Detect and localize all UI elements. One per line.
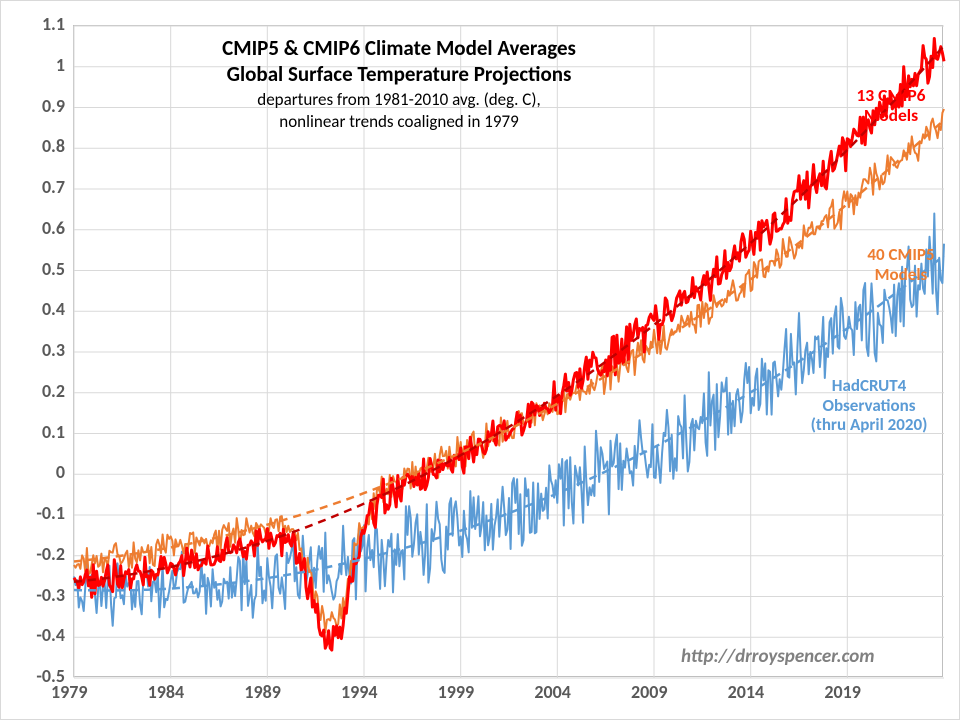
chart-frame: CMIP5 & CMIP6 Climate Model Averages Glo… (0, 0, 960, 720)
y-tick-label: 0.8 (42, 135, 65, 157)
x-tick-label: 1994 (341, 681, 378, 703)
cmip5-trend (74, 120, 944, 562)
y-tick-label: -0.2 (36, 543, 65, 565)
x-tick-label: 2019 (824, 681, 861, 703)
x-tick-label: 2009 (631, 681, 668, 703)
y-tick-label: 1.1 (42, 13, 65, 35)
chart-subtitle-line2: nonlinear trends coaligned in 1979 (119, 111, 679, 132)
cmip5-label: 40 CMIP5Models (846, 245, 956, 284)
y-tick-label: 0.2 (42, 380, 65, 402)
y-tick-label: 0.4 (42, 298, 65, 320)
x-tick-label: 1989 (244, 681, 281, 703)
x-tick-label: 2004 (534, 681, 571, 703)
y-tick-label: 0.3 (42, 339, 65, 361)
y-tick-label: 1 (56, 54, 65, 76)
y-tick-label: 0.6 (42, 217, 65, 239)
x-tick-label: 2014 (728, 681, 765, 703)
x-tick-label: 1999 (438, 681, 475, 703)
y-tick-label: 0 (56, 461, 65, 483)
y-tick-label: -0.1 (36, 502, 65, 524)
cmip6-label: 13 CMIP6Models (836, 85, 946, 125)
chart-subtitle-line1: departures from 1981-2010 avg. (deg. C), (119, 89, 679, 110)
hadcrut4-label: HadCRUT4Observations(thru April 2020) (794, 376, 944, 435)
y-tick-label: -0.3 (36, 584, 65, 606)
y-tick-label: 0.1 (42, 421, 65, 443)
x-tick-label: 1984 (148, 681, 185, 703)
y-tick-label: 0.7 (42, 176, 65, 198)
source-url: http://drroyspencer.com (681, 645, 875, 668)
y-tick-label: 0.9 (42, 95, 65, 117)
chart-title-line1: CMIP5 & CMIP6 Climate Model Averages (119, 35, 679, 61)
y-tick-label: -0.4 (36, 624, 65, 646)
y-tick-label: 0.5 (42, 258, 65, 280)
chart-title-line2: Global Surface Temperature Projections (119, 61, 679, 87)
x-tick-label: 1979 (51, 681, 88, 703)
